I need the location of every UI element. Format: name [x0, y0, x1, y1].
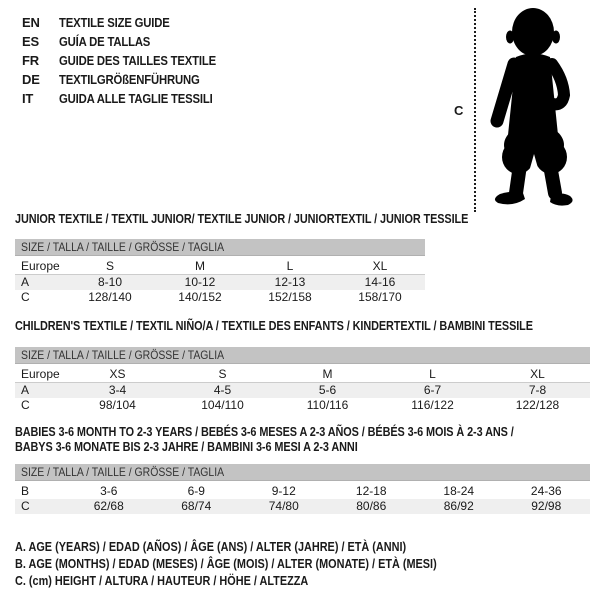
- months-cell: 12-18: [355, 484, 387, 498]
- row-label: B: [21, 484, 30, 498]
- language-code: EN: [22, 15, 40, 30]
- height-cell: 98/104: [99, 398, 136, 412]
- legend-line-age-months: B. AGE (MONTHS) / EDAD (MESES) / ÂGE (MO…: [15, 557, 437, 571]
- row-label: A: [21, 275, 30, 289]
- height-marker-label: C: [454, 103, 464, 118]
- months-cell: 18-24: [443, 484, 475, 498]
- height-cell: 74/80: [268, 499, 299, 513]
- age-cell: 6-7: [423, 383, 442, 397]
- table-row-age: A 3-4 4-5 5-6 6-7 7-8: [15, 383, 590, 398]
- table-row-months: B 3-6 6-9 9-12 12-18 18-24 24-36: [15, 484, 590, 499]
- age-cell: 5-6: [318, 383, 337, 397]
- language-code: IT: [22, 91, 34, 106]
- table-row-height: C 98/104 104/110 110/116 116/122 122/128: [15, 398, 590, 413]
- row-label: C: [21, 290, 30, 304]
- months-cell: 9-12: [271, 484, 296, 498]
- legend: A. AGE (YEARS) / EDAD (AÑOS) / ÂGE (ANS)…: [15, 539, 500, 590]
- language-row-es: ES GUÍA DE TALLAS: [22, 32, 239, 51]
- age-cell: 4-5: [213, 383, 232, 397]
- height-cell: 104/110: [201, 398, 244, 412]
- language-row-en: EN TEXTILE SIZE GUIDE: [22, 13, 239, 32]
- language-code: ES: [22, 34, 39, 49]
- size-cell: XL: [372, 259, 388, 273]
- row-label: C: [21, 398, 30, 412]
- size-cell: M: [195, 259, 205, 273]
- language-label: GUIDA ALLE TAGLIE TESSILI: [59, 91, 213, 106]
- size-header-bar: SIZE / TALLA / TAILLE / GRÖSSE / TAGLIA: [15, 464, 590, 481]
- size-cell: XS: [109, 367, 126, 381]
- table-row-height: C 62/68 68/74 74/80 80/86 86/92 92/98: [15, 499, 590, 514]
- height-dotted-line: [474, 8, 476, 212]
- size-cell: M: [322, 367, 333, 381]
- language-row-de: DE TEXTILGRÖßENFÜHRUNG: [22, 70, 239, 89]
- language-title-list: EN TEXTILE SIZE GUIDE ES GUÍA DE TALLAS …: [22, 13, 239, 108]
- size-header-bar: SIZE / TALLA / TAILLE / GRÖSSE / TAGLIA: [15, 239, 425, 256]
- babies-table-title: BABIES 3-6 MONTH TO 2-3 YEARS / BEBÉS 3-…: [15, 425, 514, 454]
- language-label: GUIDE DES TAILLES TEXTILE: [59, 53, 216, 68]
- junior-size-table: SIZE / TALLA / TAILLE / GRÖSSE / TAGLIA …: [15, 239, 425, 305]
- size-cell: L: [286, 259, 294, 273]
- height-cell: 140/152: [178, 290, 222, 304]
- row-label: Europe: [21, 367, 60, 381]
- size-cell: L: [429, 367, 436, 381]
- height-cell: 158/170: [358, 290, 402, 304]
- table-row-height: C 128/140 140/152 152/158 158/170: [15, 290, 425, 305]
- height-cell: 122/128: [515, 398, 560, 412]
- size-cell: S: [218, 367, 227, 381]
- height-cell: 62/68: [93, 499, 124, 513]
- language-label: GUÍA DE TALLAS: [59, 34, 151, 49]
- row-label: Europe: [21, 259, 60, 273]
- size-cell: S: [105, 259, 114, 273]
- age-cell: 8-10: [97, 275, 123, 289]
- age-cell: 7-8: [528, 383, 547, 397]
- language-label: TEXTILGRÖßENFÜHRUNG: [59, 72, 200, 87]
- junior-table-title: JUNIOR TEXTILE / TEXTIL JUNIOR/ TEXTILE …: [15, 212, 469, 226]
- babies-size-table: SIZE / TALLA / TAILLE / GRÖSSE / TAGLIA …: [15, 464, 590, 514]
- height-cell: 152/158: [268, 290, 312, 304]
- months-cell: 24-36: [530, 484, 562, 498]
- size-header-bar: SIZE / TALLA / TAILLE / GRÖSSE / TAGLIA: [15, 347, 590, 364]
- table-row-sizes: Europe S M L XL: [15, 259, 425, 275]
- height-cell: 86/92: [443, 499, 474, 513]
- legend-line-height: C. (cm) HEIGHT / ALTURA / HAUTEUR / HÖHE…: [15, 574, 309, 588]
- height-cell: 92/98: [531, 499, 562, 513]
- size-cell: XL: [530, 367, 545, 381]
- baby-silhouette-icon: [490, 8, 573, 206]
- age-cell: 14-16: [364, 275, 396, 289]
- height-cell: 116/122: [411, 398, 454, 412]
- age-cell: 10-12: [184, 275, 216, 289]
- language-row-fr: FR GUIDE DES TAILLES TEXTILE: [22, 51, 239, 70]
- language-code: DE: [22, 72, 40, 87]
- language-code: FR: [22, 53, 39, 68]
- height-cell: 110/116: [306, 398, 349, 412]
- age-cell: 3-4: [108, 383, 127, 397]
- children-size-table: SIZE / TALLA / TAILLE / GRÖSSE / TAGLIA …: [15, 347, 590, 413]
- height-cell: 80/86: [356, 499, 387, 513]
- height-cell: 68/74: [181, 499, 212, 513]
- height-cell: 128/140: [88, 290, 132, 304]
- legend-line-age-years: A. AGE (YEARS) / EDAD (AÑOS) / ÂGE (ANS)…: [15, 540, 407, 554]
- months-cell: 6-9: [187, 484, 205, 498]
- language-row-it: IT GUIDA ALLE TAGLIE TESSILI: [22, 89, 239, 108]
- table-row-sizes: Europe XS S M L XL: [15, 367, 590, 383]
- months-cell: 3-6: [100, 484, 118, 498]
- table-row-age: A 8-10 10-12 12-13 14-16: [15, 275, 425, 290]
- children-table-title: CHILDREN'S TEXTILE / TEXTIL NIÑO/A / TEX…: [15, 319, 533, 333]
- row-label: C: [21, 499, 30, 513]
- age-cell: 12-13: [274, 275, 306, 289]
- row-label: A: [21, 383, 30, 397]
- language-label: TEXTILE SIZE GUIDE: [59, 15, 170, 30]
